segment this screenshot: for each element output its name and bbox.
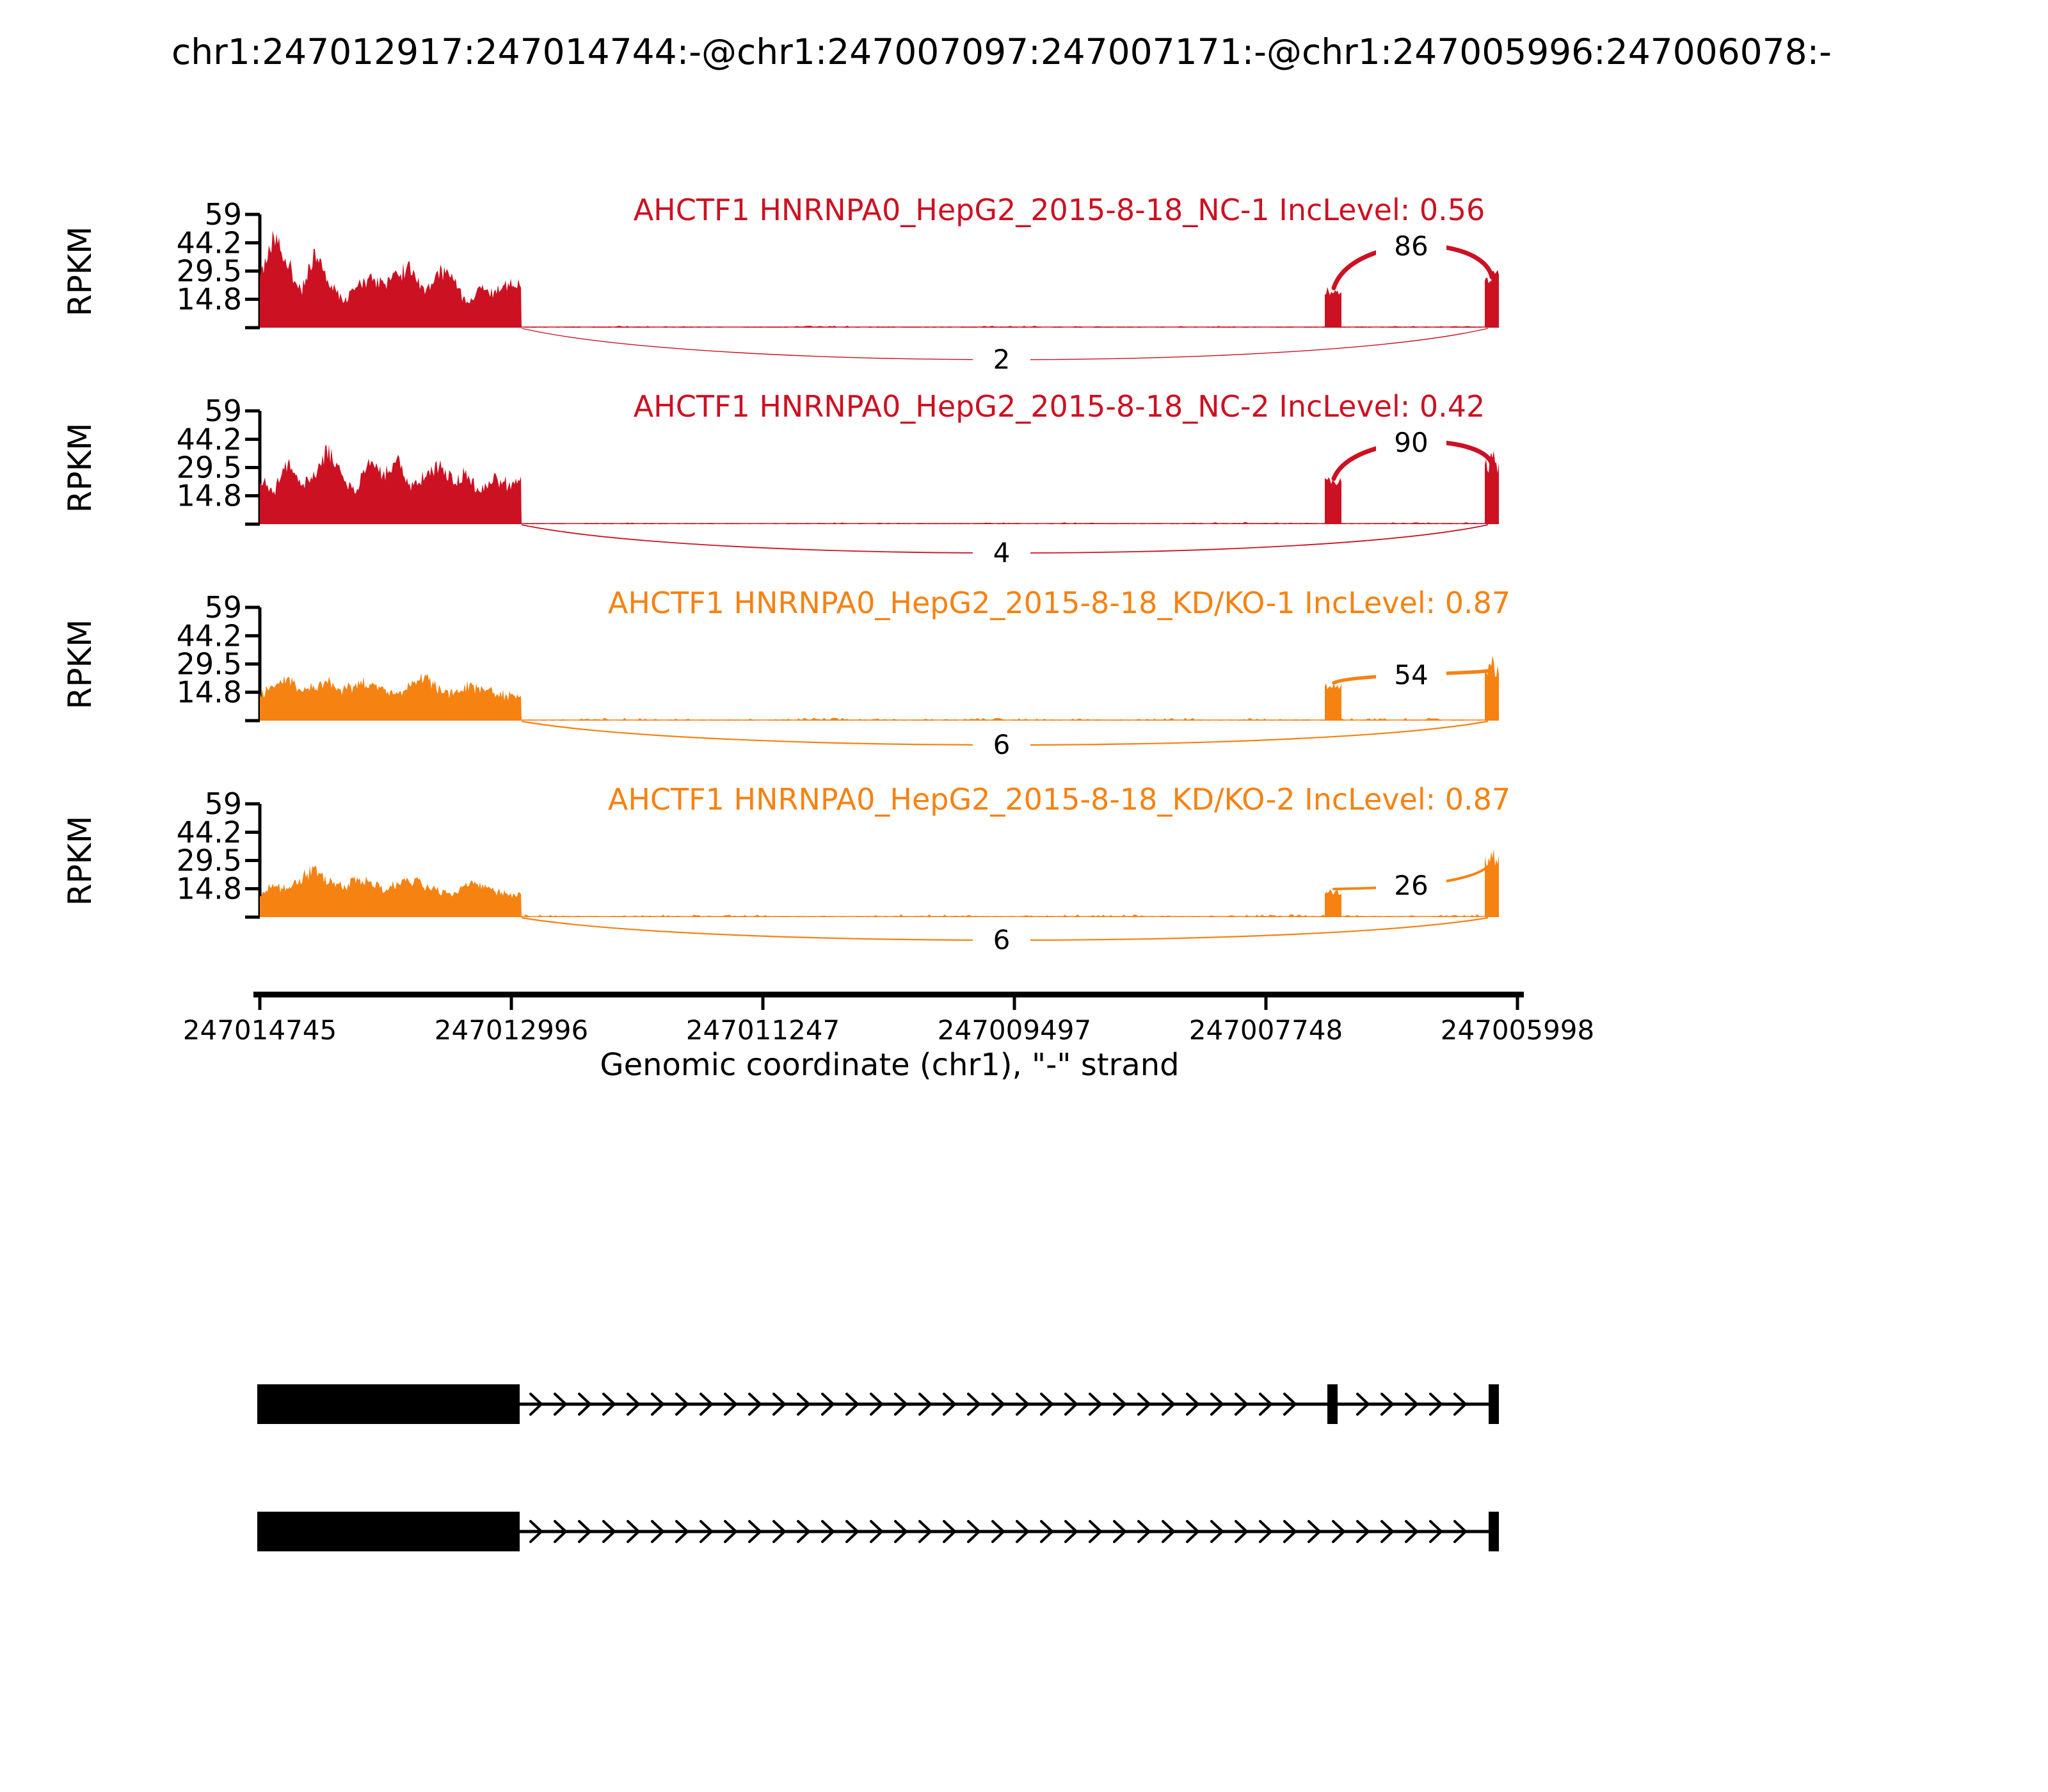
skipped-exon-coverage <box>1325 682 1341 721</box>
y-axis-title: RPKM <box>61 423 99 513</box>
y-tick-label: 29.5 <box>177 647 242 682</box>
y-tick-label: 59 <box>204 197 242 232</box>
y-tick-label: 29.5 <box>177 254 242 289</box>
upstream-exon-coverage <box>260 673 522 721</box>
transcript-exon-skipped <box>1327 1384 1338 1424</box>
y-tick-label: 14.8 <box>177 282 242 317</box>
junction-label-gap <box>1376 658 1446 690</box>
intron-coverage-noise <box>525 325 1482 328</box>
transcript-exon-downstream <box>1489 1512 1499 1551</box>
skipping-junction-count: 4 <box>993 537 1011 568</box>
junction-label-gap <box>973 344 1030 375</box>
track-title: AHCTF1 HNRNPA0_HepG2_2015-8-18_NC-2 IncL… <box>634 389 1485 424</box>
inclusion-junction-count: 54 <box>1394 659 1428 691</box>
transcript-exon-long <box>257 1384 520 1424</box>
downstream-exon-coverage <box>1485 269 1499 328</box>
y-tick-label: 29.5 <box>177 844 242 878</box>
y-tick-label: 44.2 <box>177 618 242 653</box>
figure-title: chr1:247012917:247014744:-@chr1:24700709… <box>172 31 1832 72</box>
x-axis: 247014745 247012996 247011247 247009497 2470… <box>183 991 1595 1083</box>
downstream-exon-coverage <box>1485 849 1499 917</box>
upstream-exon-coverage <box>260 444 522 524</box>
downstream-exon-coverage <box>1485 451 1499 524</box>
skipping-junction-count: 2 <box>993 344 1011 375</box>
junction-label-gap <box>1376 229 1446 261</box>
y-axis-title: RPKM <box>61 227 99 317</box>
y-tick-label: 14.8 <box>177 872 242 906</box>
y-tick-label: 44.2 <box>177 225 242 260</box>
inclusion-junction-count: 26 <box>1394 870 1428 901</box>
y-tick-label: 14.8 <box>177 675 242 710</box>
skipping-junction-count: 6 <box>993 924 1011 956</box>
y-tick-label: 59 <box>204 787 242 821</box>
y-tick-label: 29.5 <box>177 451 242 485</box>
intron-strand-arrows <box>529 1520 1467 1543</box>
y-axis-title: RPKM <box>61 816 99 906</box>
x-tick-label: 247009497 <box>938 1014 1092 1046</box>
track-title: AHCTF1 HNRNPA0_HepG2_2015-8-18_NC-1 IncL… <box>634 193 1485 227</box>
inclusion-junction-count: 86 <box>1394 230 1428 262</box>
upstream-exon-coverage <box>260 865 522 917</box>
transcript-models <box>257 1384 1499 1551</box>
x-tick-label: 247011247 <box>686 1014 840 1046</box>
y-axis-title: RPKM <box>61 620 99 710</box>
upstream-exon-coverage <box>260 230 522 328</box>
intron-strand-arrows <box>529 1393 1467 1416</box>
junction-label-gap <box>973 730 1030 760</box>
intron-coverage-noise <box>525 717 1482 721</box>
y-tick-label: 59 <box>204 394 242 428</box>
track-title: AHCTF1 HNRNPA0_HepG2_2015-8-18_KD/KO-2 I… <box>608 782 1510 817</box>
track-title: AHCTF1 HNRNPA0_HepG2_2015-8-18_KD/KO-1 I… <box>608 586 1510 620</box>
junction-label-gap <box>973 925 1030 956</box>
intron-coverage-noise <box>525 522 1482 524</box>
y-tick-label: 44.2 <box>177 815 242 849</box>
y-tick-label: 44.2 <box>177 422 242 456</box>
transcript-exon-long <box>257 1512 520 1551</box>
downstream-exon-coverage <box>1485 655 1499 721</box>
skipped-exon-coverage <box>1325 477 1341 524</box>
intron-coverage-noise <box>525 914 1482 917</box>
transcript-1 <box>257 1384 1499 1424</box>
inclusion-junction-count: 90 <box>1394 427 1428 458</box>
x-tick-label: 247007748 <box>1189 1014 1343 1046</box>
x-tick-label: 247014745 <box>183 1014 337 1046</box>
y-tick-label: 59 <box>204 590 242 625</box>
x-axis-title: Genomic coordinate (chr1), "-" strand <box>600 1047 1179 1083</box>
junction-label-gap <box>1376 868 1446 900</box>
junction-label-gap <box>1376 426 1446 458</box>
skipping-junction-count: 6 <box>993 729 1011 760</box>
junction-label-gap <box>973 538 1030 568</box>
x-tick-label: 247005998 <box>1441 1014 1595 1046</box>
y-tick-label: 14.8 <box>177 479 242 513</box>
x-tick-label: 247012996 <box>435 1014 589 1046</box>
skipped-exon-coverage <box>1325 890 1341 917</box>
skipped-exon-coverage <box>1325 287 1341 328</box>
transcript-2 <box>257 1512 1499 1551</box>
transcript-exon-downstream <box>1489 1384 1499 1424</box>
